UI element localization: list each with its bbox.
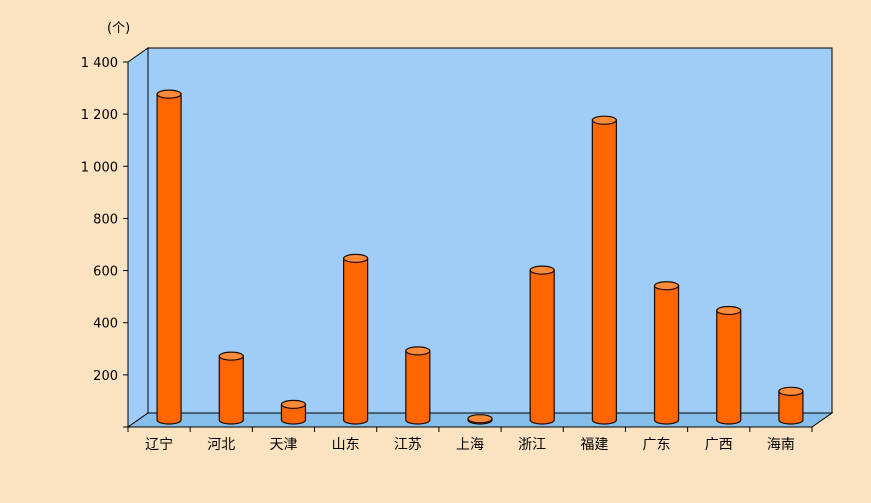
y-tick-label: 200 — [93, 369, 118, 384]
bar-top — [467, 414, 493, 424]
bar-body — [778, 390, 804, 425]
bars — [156, 89, 804, 425]
bar-top — [280, 399, 307, 409]
bar-body — [280, 403, 307, 425]
bar — [343, 253, 369, 425]
x-category-label: 河北 — [207, 437, 235, 453]
bar-top — [218, 351, 244, 361]
bar-top — [778, 386, 804, 396]
x-category-label: 广东 — [643, 437, 671, 453]
bar-body — [343, 257, 369, 425]
x-category-label: 上海 — [456, 437, 484, 453]
bar-body — [591, 119, 617, 425]
bar-body — [653, 285, 680, 425]
bar — [405, 346, 431, 425]
y-tick-label: 400 — [93, 317, 118, 332]
x-category-label: 浙江 — [518, 437, 546, 453]
bar-top — [653, 281, 680, 291]
bar-body — [218, 355, 244, 425]
bar-top — [156, 89, 182, 99]
bar-body — [716, 309, 742, 425]
y-tick-label: 600 — [93, 265, 118, 280]
y-tick-label: 1 000 — [81, 160, 118, 175]
x-category-label: 江苏 — [394, 437, 422, 453]
bar-body — [529, 269, 555, 425]
x-category-label: 广西 — [705, 437, 733, 453]
y-unit-label: (个) — [107, 21, 130, 36]
y-tick-label: 800 — [93, 212, 118, 227]
labels: 200 400 600 800 1 000 1 200 1 400 (个) 辽宁 河北 天津 山东 江苏… — [81, 21, 795, 453]
bar — [156, 89, 182, 425]
bar-top — [343, 253, 369, 263]
bar — [778, 386, 804, 425]
bar — [467, 414, 493, 425]
y-tick-label: 1 200 — [81, 108, 118, 123]
bar-top — [716, 305, 742, 316]
bar — [529, 265, 555, 425]
x-category-label: 福建 — [580, 437, 608, 453]
x-category-label: 辽宁 — [145, 436, 173, 453]
bar-top — [591, 115, 617, 125]
y-tick-label: 1 400 — [81, 56, 118, 71]
bar — [218, 351, 244, 425]
x-category-label: 山东 — [332, 437, 360, 453]
axes — [123, 61, 813, 432]
bar — [591, 115, 617, 425]
bar-body — [156, 93, 182, 425]
bar — [653, 281, 680, 425]
bar — [280, 399, 307, 425]
bar-top — [405, 346, 431, 356]
bar-top — [529, 265, 555, 275]
bar-body — [405, 350, 431, 425]
side-wall — [127, 47, 149, 428]
x-category-label: 海南 — [767, 437, 795, 453]
bar — [716, 305, 742, 425]
x-category-label: 天津 — [269, 437, 297, 453]
